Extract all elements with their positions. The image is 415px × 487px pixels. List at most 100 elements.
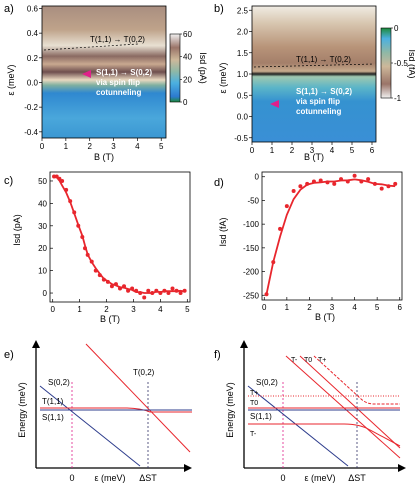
panel-e-label-s02: S(0,2) xyxy=(48,378,70,387)
panel-b-colorbar-ticks: 0 -0.5 -1 xyxy=(391,24,408,103)
panel-b-annotation-singlet-3: cotunneling xyxy=(296,107,341,116)
data-point xyxy=(174,288,179,293)
panel-f-label-s02: S(0,2) xyxy=(256,378,278,387)
panel-a-annotation-singlet-3: cotunneling xyxy=(96,88,141,97)
panel-d: d) 0 1 2 3 4 5 60-50-100-150-200-250 Isd (fA) … xyxy=(214,171,403,322)
data-point xyxy=(146,288,151,293)
panel-f-label-t0-level: T0 xyxy=(250,400,258,407)
panel-f-x-arrow-icon xyxy=(398,464,406,472)
data-point xyxy=(278,226,283,231)
colorbar-tick-label: 20 xyxy=(183,75,192,84)
panel-f-label: f) xyxy=(214,349,221,361)
data-point xyxy=(142,295,147,300)
x-tick-label: 0 xyxy=(262,303,267,312)
panel-a-heatmap xyxy=(42,6,166,138)
data-point xyxy=(109,284,114,289)
y-tick-label: -200 xyxy=(243,268,260,277)
panel-b-dashed-line xyxy=(253,63,375,68)
y-tick-label: -0.5 xyxy=(234,134,248,143)
panel-f-s02-line xyxy=(247,385,349,467)
panel-b-colorbar-label: Isd (fA) xyxy=(407,49,415,78)
y-tick-label: 1.5 xyxy=(237,49,249,58)
panel-a: a) 0.6 0.4 0.2 0.0 -0.2 -0.4 0 1 2 3 4 5 ε (meV) B… xyxy=(4,3,208,162)
y-tick-label: 1.0 xyxy=(237,70,249,79)
y-tick-label: 0 xyxy=(255,173,260,182)
panel-e-label-t11: T(1,1) xyxy=(42,397,64,406)
data-point xyxy=(150,291,155,296)
panel-c-plot: 0 1 2 3 4 5 50 40 30 20 10 0 xyxy=(38,171,191,314)
panel-a-yticks: 0.6 0.4 0.2 0.0 -0.2 -0.4 xyxy=(24,4,42,137)
data-point xyxy=(318,178,323,183)
panel-f-top-label-tm: T- xyxy=(291,357,298,364)
panel-f-ylabel: Energy (meV) xyxy=(225,382,235,438)
y-tick-label: 2.5 xyxy=(237,6,249,15)
fit-line xyxy=(265,178,396,295)
panel-a-frame xyxy=(41,5,167,139)
x-tick-label: 1 xyxy=(77,305,82,314)
panel-a-xticks: 0 1 2 3 4 5 xyxy=(40,138,164,151)
data-point xyxy=(332,181,337,186)
panel-b-annotation-triplet: T(1,1) → T(0,2) xyxy=(296,55,351,64)
x-tick-label: 4 xyxy=(158,305,163,314)
fit-line xyxy=(53,175,185,294)
data-point xyxy=(158,291,163,296)
x-tick-label: 2 xyxy=(290,146,295,155)
x-tick-label: 4 xyxy=(352,303,357,312)
data-point xyxy=(134,288,139,293)
y-tick-label: 2.0 xyxy=(237,28,249,37)
data-point xyxy=(311,179,316,184)
panel-b-annotation-singlet-2: via spin flip xyxy=(296,97,340,106)
panel-f-label-s11: S(1,1) xyxy=(250,412,272,421)
colorbar-tick-label: 40 xyxy=(183,53,192,62)
x-tick-label: 3 xyxy=(131,305,136,314)
data-point xyxy=(101,277,106,282)
x-tick-label: 3 xyxy=(111,142,116,151)
panel-a-colorbar-ticks: 60 40 20 0 xyxy=(180,30,192,107)
data-point xyxy=(166,291,171,296)
data-point xyxy=(130,286,135,291)
panel-c-ylabel: Isd (pA) xyxy=(12,214,22,246)
panel-a-ylabel: ε (meV) xyxy=(6,64,16,95)
data-point xyxy=(359,179,364,184)
data-point xyxy=(305,181,310,186)
y-tick-label: 0.0 xyxy=(27,78,39,87)
panel-f-xlabel: ε (meV) xyxy=(304,473,335,483)
y-tick-label: 10 xyxy=(38,267,47,276)
panel-c-xlabel: B (T) xyxy=(100,314,120,324)
x-tick-label: 5 xyxy=(350,146,355,155)
panel-b-label: b) xyxy=(214,3,224,15)
colorbar-tick-label: -1 xyxy=(394,94,402,103)
data-point xyxy=(379,186,384,191)
data-point xyxy=(154,288,159,293)
data-point xyxy=(298,184,303,189)
colorbar-tick-label: 0 xyxy=(394,24,399,33)
panel-f-top-label-t0: T0 xyxy=(304,357,312,364)
panel-b-xlabel: B (T) xyxy=(304,152,324,162)
data-point xyxy=(93,268,98,273)
panel-e-x-arrow-icon xyxy=(184,464,192,472)
data-point xyxy=(325,180,330,185)
data-point xyxy=(393,181,398,186)
y-tick-label: 40 xyxy=(38,199,47,208)
panel-a-arrow-icon xyxy=(82,70,91,78)
panel-e-xlabel: ε (meV) xyxy=(94,473,125,483)
panel-e-label: e) xyxy=(4,349,14,361)
x-tick-label: 4 xyxy=(330,146,335,155)
data-point xyxy=(284,204,289,209)
data-point xyxy=(97,273,102,278)
x-tick-label: 4 xyxy=(135,142,140,151)
panel-e: e) S(0,2) T(0,2) T(1,1) S(1,1) Energy (m… xyxy=(4,340,192,483)
y-tick-label: 30 xyxy=(38,222,47,231)
panel-f-y-arrow-icon xyxy=(240,340,248,348)
plot-frame xyxy=(49,171,191,303)
panel-f: f) T- T0 T+ S(0,2) T+ T0 S(1,1) T- Energ… xyxy=(214,340,406,483)
y-tick-label: 0.2 xyxy=(27,54,39,63)
x-tick-label: 3 xyxy=(330,303,335,312)
panel-f-label-tm-level: T- xyxy=(250,431,257,438)
x-tick-label: 5 xyxy=(375,303,380,312)
panel-a-annotation-singlet-2: via spin flip xyxy=(96,78,140,87)
data-point xyxy=(386,184,391,189)
panel-b-xticks: 0 1 2 3 4 5 6 xyxy=(250,142,375,155)
data-point xyxy=(291,188,296,193)
